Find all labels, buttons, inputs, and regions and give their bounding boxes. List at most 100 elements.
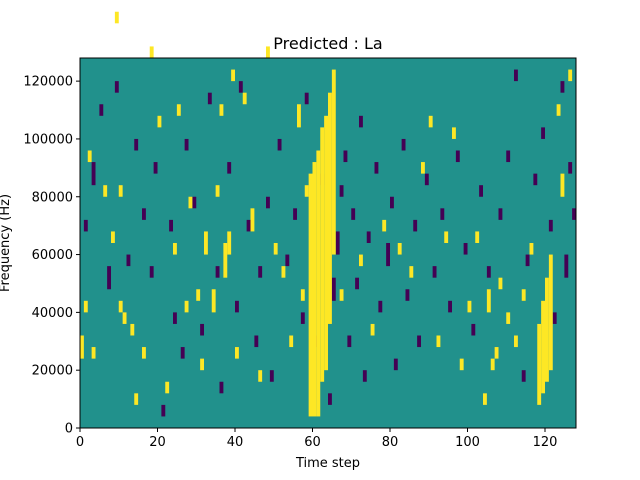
heatmap-cell-low xyxy=(285,254,290,267)
heatmap-cell-high xyxy=(560,173,565,197)
x-tick-label: 120 xyxy=(533,435,558,450)
heatmap-cell-high xyxy=(537,323,542,405)
heatmap-cell-high xyxy=(173,243,177,255)
heatmap-cell-low xyxy=(83,219,88,232)
heatmap-cell-high xyxy=(142,347,146,359)
heatmap-cell-high xyxy=(397,243,402,255)
heatmap-cell-high xyxy=(382,219,387,232)
heatmap-cell-high xyxy=(475,231,480,243)
heatmap-cell-low xyxy=(471,323,476,336)
heatmap-cell-high xyxy=(494,347,499,359)
heatmap-cell-high xyxy=(215,185,220,197)
heatmap-cell-high xyxy=(339,289,344,301)
heatmap-cell-high xyxy=(370,323,375,336)
heatmap-cell-high xyxy=(297,104,301,128)
heatmap-cell-high xyxy=(103,185,108,197)
heatmap-cell-low xyxy=(266,196,270,209)
heatmap-cell-high xyxy=(506,312,511,324)
heatmap-cell-low xyxy=(359,115,363,128)
heatmap-cell-high xyxy=(118,300,123,313)
heatmap-cell-low xyxy=(304,92,309,105)
heatmap-cell-low xyxy=(192,196,197,209)
x-axis: 0 20 40 60 80 100 120 xyxy=(76,428,558,450)
heatmap-cell-high xyxy=(130,323,135,336)
heatmap-cell-low xyxy=(142,208,146,220)
heatmap-cell-high xyxy=(114,11,119,24)
heatmap-cell-high xyxy=(459,358,464,371)
heatmap-cell-low xyxy=(207,92,212,105)
heatmap-cell-high xyxy=(196,289,201,301)
heatmap-cell-high xyxy=(490,358,495,371)
heatmap-cell-high xyxy=(118,185,123,197)
heatmap-cell-low xyxy=(405,289,410,301)
heatmap-cell-low xyxy=(91,162,96,186)
heatmap-cell-high xyxy=(483,393,487,405)
heatmap-cell-high xyxy=(359,254,363,267)
heatmap-cell-low xyxy=(541,127,546,139)
heatmap-cell-low xyxy=(440,208,445,220)
heatmap-cell-low xyxy=(386,243,391,267)
heatmap-cell-high xyxy=(122,312,127,324)
heatmap-cell-high xyxy=(258,370,263,382)
heatmap-cell-low xyxy=(560,81,565,93)
heatmap-cell-high xyxy=(568,69,573,82)
heatmap-cell-low xyxy=(463,243,468,255)
heatmap-cell-high xyxy=(242,92,247,105)
x-tick-label: 100 xyxy=(455,435,480,450)
heatmap-cell-low xyxy=(548,219,553,232)
heatmap-cell-high xyxy=(308,173,313,417)
heatmap-cell-high xyxy=(521,289,526,301)
heatmap-cell-high xyxy=(444,231,449,243)
x-tick-label: 40 xyxy=(227,435,244,450)
heatmap-cell-high xyxy=(231,69,236,82)
heatmap-cell-low xyxy=(448,300,453,313)
heatmap-cell-low xyxy=(572,208,577,220)
heatmap-cell-high xyxy=(200,358,205,371)
heatmap-cell-low xyxy=(374,162,379,174)
heatmap-cell-high xyxy=(184,300,189,313)
y-tick-label: 100000 xyxy=(23,132,73,147)
heatmap-cell-low xyxy=(99,104,104,116)
heatmap-cell-low xyxy=(568,162,573,174)
heatmap-cell-low xyxy=(215,266,220,278)
chart-title: Predicted : La xyxy=(273,34,382,53)
heatmap-cell-high xyxy=(514,335,518,348)
heatmap-cell-high xyxy=(111,231,115,243)
x-tick-label: 0 xyxy=(76,435,84,450)
heatmap-cell-high xyxy=(421,162,425,174)
heatmap-cell-low xyxy=(114,81,119,93)
x-tick-label: 20 xyxy=(149,435,166,450)
heatmap-cell-low xyxy=(506,150,511,163)
heatmap-cell-high xyxy=(80,335,84,359)
heatmap-cell-low xyxy=(417,335,422,348)
heatmap-cell-low xyxy=(390,196,394,209)
heatmap-cell-high xyxy=(304,185,309,197)
heatmap-cell-low xyxy=(184,138,189,151)
heatmap-cell-high xyxy=(545,277,549,382)
heatmap-cell-high xyxy=(149,46,154,58)
y-tick-label: 60000 xyxy=(32,248,73,263)
y-tick-label: 0 xyxy=(65,422,73,437)
heatmap-cell-low xyxy=(413,219,418,232)
heatmap-cell-high xyxy=(486,289,491,313)
heatmap-cell-high xyxy=(134,393,139,405)
heatmap-cell-low xyxy=(339,185,344,197)
heatmap-cell-low xyxy=(219,381,224,394)
heatmap-cell-low xyxy=(514,69,518,82)
heatmap-cell-low xyxy=(351,208,356,220)
heatmap-cell-high xyxy=(452,127,456,139)
y-tick-label: 20000 xyxy=(32,364,73,379)
heatmap-cell-high xyxy=(436,335,441,348)
heatmap-cell-low xyxy=(401,138,406,151)
heatmap-cell-low xyxy=(378,300,383,313)
heatmap-cell-low xyxy=(269,370,274,382)
heatmap-cell-high xyxy=(83,300,88,313)
heatmap-cell-high xyxy=(428,115,433,128)
heatmap-cell-high xyxy=(227,231,232,255)
y-axis-label: Frequency (Hz) xyxy=(0,194,13,292)
heatmap-cell-high xyxy=(548,254,553,371)
heatmap-cell-low xyxy=(432,266,437,278)
heatmap-cell-high xyxy=(250,208,255,232)
heatmap-cell-low xyxy=(169,219,174,232)
